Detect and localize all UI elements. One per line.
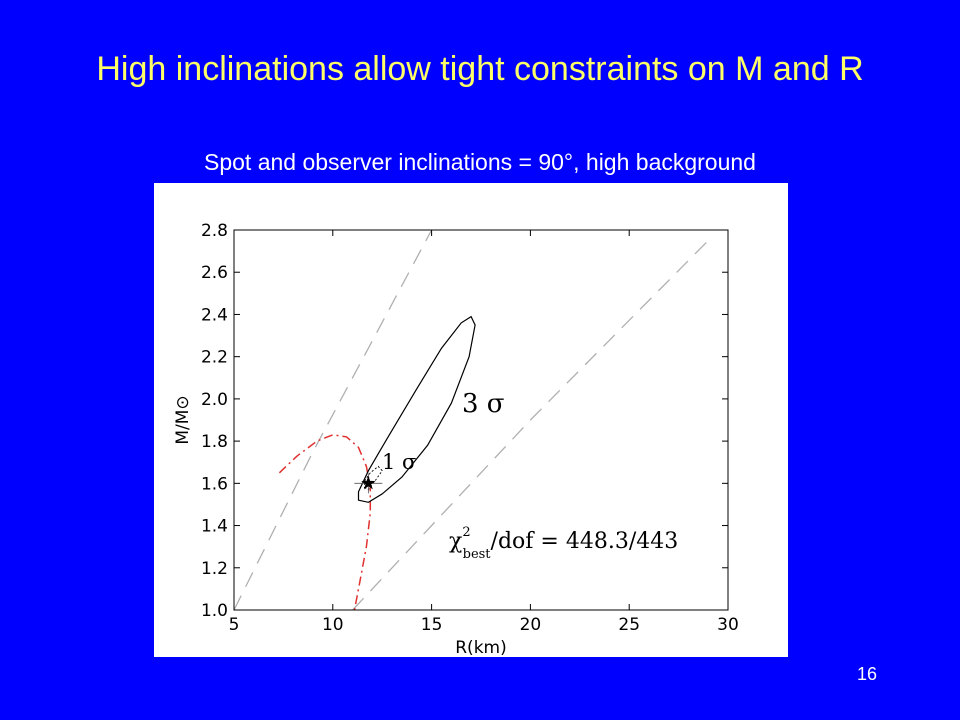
dashed-line-2 bbox=[352, 240, 709, 611]
mass-radius-chart: 5 10 15 20 25 30 1.0 1.2 1.4 1.6 1.8 2.0 2.2 2.4 2.6 2… bbox=[173, 221, 739, 657]
mass-radius-figure: 5 10 15 20 25 30 1.0 1.2 1.4 1.6 1.8 2.0 2.2 2.4 2.6 2… bbox=[154, 183, 788, 657]
y-tick-label: 1.8 bbox=[201, 432, 228, 452]
y-tick-label: 2.4 bbox=[201, 305, 228, 325]
dashed-line-1 bbox=[233, 229, 433, 611]
slide-title: High inclinations allow tight constraint… bbox=[96, 50, 864, 88]
contour-3sigma bbox=[357, 315, 476, 503]
page-number: 16 bbox=[857, 664, 878, 684]
y-tick-label: 1.2 bbox=[201, 559, 228, 579]
chi-subscript: best bbox=[463, 547, 492, 562]
x-tick-label: 20 bbox=[520, 615, 542, 635]
x-tick-label: 25 bbox=[618, 615, 640, 635]
chi-squared-label: χ2 best/dof = 448.3/443 bbox=[449, 525, 678, 562]
y-axis: 1.0 1.2 1.4 1.6 1.8 2.0 2.2 2.4 2.6 2.8 bbox=[201, 221, 728, 621]
x-axis: 5 10 15 20 25 30 bbox=[229, 230, 739, 635]
plot-area bbox=[233, 229, 709, 611]
chi-symbol: χ bbox=[449, 529, 462, 554]
sigma3-label: 3 σ bbox=[462, 389, 505, 419]
dash-dot-curve bbox=[278, 434, 372, 611]
y-tick-label: 2.0 bbox=[201, 390, 228, 410]
y-tick-label: 2.2 bbox=[201, 348, 228, 368]
sigma1-label: 1 σ bbox=[382, 450, 416, 474]
y-tick-label: 1.6 bbox=[201, 474, 228, 494]
chi-value: /dof = 448.3/443 bbox=[491, 529, 679, 554]
x-tick-label: 5 bbox=[229, 615, 240, 635]
y-tick-label: 2.8 bbox=[201, 221, 228, 241]
x-axis-label: R(km) bbox=[455, 638, 506, 657]
x-tick-label: 15 bbox=[421, 615, 443, 635]
y-axis-label: M/M⊙ bbox=[173, 395, 193, 444]
y-tick-label: 2.6 bbox=[201, 263, 228, 283]
x-tick-label: 30 bbox=[717, 615, 739, 635]
y-tick-label: 1.4 bbox=[201, 517, 228, 537]
contour-1sigma bbox=[363, 465, 383, 491]
best-fit-star-icon bbox=[361, 475, 376, 490]
y-tick-label: 1.0 bbox=[201, 601, 228, 621]
plot-frame bbox=[233, 229, 729, 611]
chi-superscript: 2 bbox=[462, 525, 470, 540]
x-tick-label: 10 bbox=[322, 615, 344, 635]
slide-subtitle: Spot and observer inclinations = 90°, hi… bbox=[204, 149, 756, 175]
